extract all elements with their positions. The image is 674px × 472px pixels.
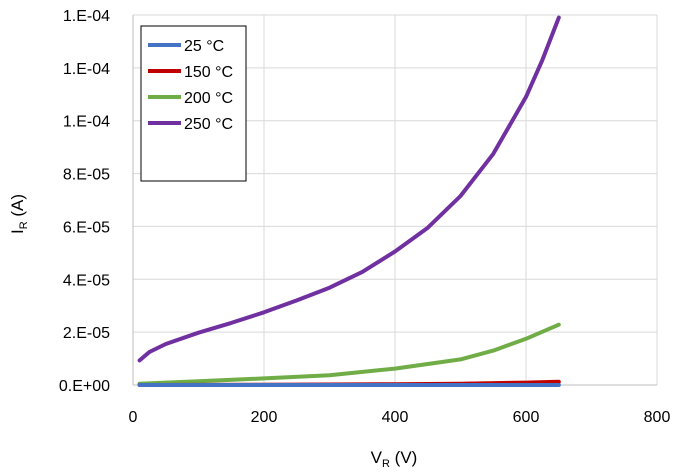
legend-label: 200 °C: [184, 90, 233, 107]
y-tick-label: 0.E+00: [59, 378, 110, 395]
y-tick-label: 1.E-04: [63, 61, 110, 78]
x-tick-label: 800: [644, 409, 671, 426]
x-axis-title: VR (V): [371, 448, 418, 470]
y-tick-label: 6.E-05: [63, 219, 110, 236]
x-axis-label: V: [371, 448, 383, 467]
y-tick-label: 1.E-04: [63, 114, 110, 131]
legend-label: 25 °C: [184, 38, 224, 55]
legend-box: [140, 25, 247, 182]
y-tick-label: 8.E-05: [63, 167, 110, 184]
x-tick-label: 0: [129, 409, 138, 426]
series-line-4: [137, 15, 561, 363]
x-tick-label: 400: [382, 409, 409, 426]
y-tick-label: 4.E-05: [63, 272, 110, 289]
y-tick-label: 1.E-04: [63, 8, 110, 25]
legend-label: 150 °C: [184, 64, 233, 81]
y-axis-label-sub: R: [18, 221, 30, 229]
svg-text:IR (A): IR (A): [8, 194, 30, 234]
y-axis-title: IR (A): [8, 194, 30, 234]
tick-labels: 0.E+00 2.E-05 4.E-05 6.E-05 8.E-05 1.E-04 1.E-…: [59, 8, 671, 426]
x-tick-label: 600: [513, 409, 540, 426]
y-tick-label: 2.E-05: [63, 325, 110, 342]
legend: 25 °C 150 °C 200 °C 250 °C: [140, 25, 247, 182]
series-lines: [137, 15, 561, 387]
y-axis-label-unit: (A): [8, 194, 27, 221]
series-line-3: [137, 322, 561, 386]
legend-label: 250 °C: [184, 116, 233, 133]
x-tick-label: 200: [251, 409, 278, 426]
x-axis-label-sub: R: [382, 458, 390, 470]
x-axis-label-unit: (V): [390, 448, 417, 467]
y-axis-label: I: [8, 229, 27, 234]
